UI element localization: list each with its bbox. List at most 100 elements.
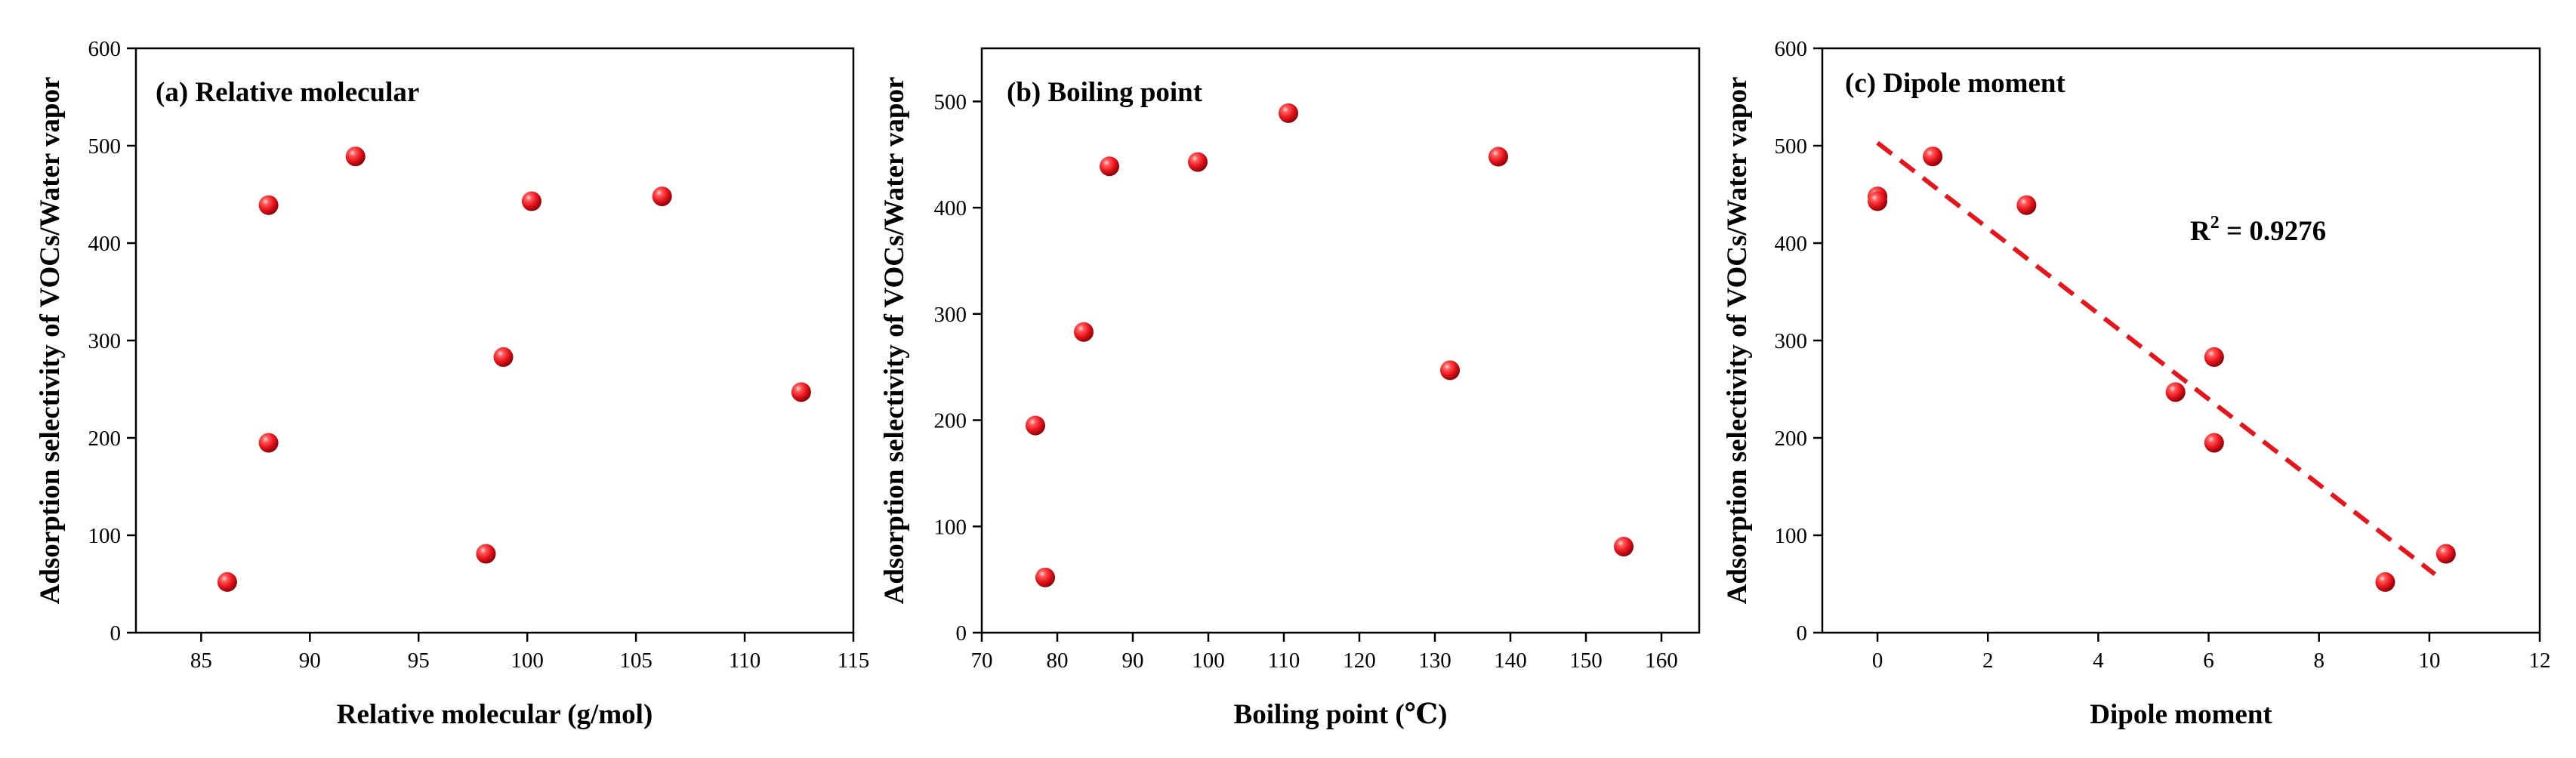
y-tick-label: 100 bbox=[934, 515, 967, 539]
x-tick-label: 150 bbox=[1569, 649, 1603, 673]
data-point bbox=[2375, 572, 2396, 592]
data-point bbox=[1489, 146, 1508, 167]
y-tick-label: 500 bbox=[934, 90, 967, 114]
y-tick-label: 600 bbox=[88, 37, 122, 61]
y-tick-label: 0 bbox=[110, 621, 122, 646]
x-tick-label: 110 bbox=[729, 649, 760, 673]
panel-b-axis-y: 0 100 200 300 400 500 bbox=[934, 90, 982, 646]
x-tick-label: 70 bbox=[971, 649, 993, 673]
panel-a: 85 90 95 100 105 110 115 0 100 200 300 400 500 600 (… bbox=[35, 37, 869, 730]
x-tick-label: 160 bbox=[1645, 649, 1678, 673]
data-point bbox=[1035, 567, 1055, 587]
panel-c-axis-y: 0 100 200 300 400 500 600 bbox=[1775, 37, 1822, 646]
panel-c-title: (c) Dipole moment bbox=[1845, 68, 2065, 99]
panel-b-title: (b) Boiling point bbox=[1007, 77, 1203, 108]
data-point bbox=[1923, 146, 1943, 167]
x-tick-label: 130 bbox=[1418, 649, 1452, 673]
x-tick-label: 2 bbox=[1982, 649, 1994, 673]
y-tick-label: 500 bbox=[88, 134, 122, 159]
panel-c-r2-sup: 2 bbox=[2210, 213, 2220, 233]
panel-b-axis-x: 70 80 90 100 110 120 130 140 150 160 bbox=[971, 633, 1678, 673]
y-tick-label: 500 bbox=[1775, 134, 1808, 159]
y-tick-label: 0 bbox=[956, 621, 967, 646]
panel-b: 70 80 90 100 110 120 130 140 150 160 0 100 200 300 40… bbox=[879, 47, 1701, 730]
y-tick-label: 100 bbox=[1775, 524, 1808, 548]
data-point bbox=[1279, 103, 1298, 123]
x-tick-label: 120 bbox=[1343, 649, 1376, 673]
y-tick-label: 100 bbox=[88, 524, 122, 548]
y-tick-label: 0 bbox=[1797, 621, 1808, 646]
panel-a-xlabel: Relative molecular (g/mol) bbox=[337, 699, 653, 730]
data-point bbox=[2165, 382, 2186, 402]
panel-c-r2-rest: = 0.9276 bbox=[2220, 216, 2326, 247]
x-tick-label: 10 bbox=[2418, 649, 2440, 673]
panel-b-xlabel: Boiling point (℃) bbox=[1234, 699, 1448, 730]
y-tick-label: 200 bbox=[88, 427, 122, 451]
panel-c-xlabel: Dipole moment bbox=[2090, 699, 2272, 730]
data-point bbox=[1026, 415, 1045, 436]
panel-b-ylabel: Adsorption selectivity of VOCs/Water vap… bbox=[879, 77, 910, 605]
x-tick-label: 0 bbox=[1872, 649, 1883, 673]
x-tick-label: 115 bbox=[838, 649, 869, 673]
panel-a-points bbox=[217, 146, 811, 592]
x-tick-label: 12 bbox=[2529, 649, 2551, 673]
x-tick-label: 105 bbox=[619, 649, 652, 673]
y-tick-label: 200 bbox=[934, 409, 967, 433]
y-tick-label: 300 bbox=[88, 329, 122, 353]
panel-b-frame bbox=[980, 47, 1701, 634]
y-tick-label: 400 bbox=[934, 196, 967, 220]
panel-b-points bbox=[1026, 103, 1634, 587]
data-point bbox=[1074, 322, 1094, 342]
panel-c-r2-main: R bbox=[2190, 216, 2211, 247]
panel-c-fit-line bbox=[1876, 140, 2436, 576]
data-point bbox=[493, 347, 514, 367]
data-point bbox=[1614, 537, 1634, 557]
y-tick-label: 600 bbox=[1775, 37, 1808, 61]
panel-a-frame bbox=[134, 47, 855, 634]
data-point bbox=[258, 195, 279, 215]
data-point bbox=[1440, 360, 1460, 381]
data-point bbox=[217, 572, 237, 592]
data-point bbox=[2436, 544, 2456, 564]
data-point bbox=[2204, 347, 2224, 367]
x-tick-label: 8 bbox=[2313, 649, 2325, 673]
x-tick-label: 110 bbox=[1268, 649, 1300, 673]
x-tick-label: 6 bbox=[2203, 649, 2214, 673]
panel-c-frame bbox=[1821, 47, 2541, 634]
panel-a-axis-x: 85 90 95 100 105 110 115 bbox=[190, 633, 869, 673]
y-tick-label: 400 bbox=[88, 232, 122, 256]
panel-a-axis-y: 0 100 200 300 400 500 600 bbox=[88, 37, 136, 646]
x-tick-label: 4 bbox=[2093, 649, 2104, 673]
panel-a-title: (a) Relative molecular bbox=[156, 77, 419, 108]
x-tick-label: 100 bbox=[511, 649, 544, 673]
x-tick-label: 90 bbox=[299, 649, 321, 673]
x-tick-label: 100 bbox=[1192, 649, 1225, 673]
data-point bbox=[652, 186, 672, 207]
panel-c-axis-x: 0 2 4 6 8 10 12 bbox=[1872, 633, 2551, 673]
panel-c: 0 2 4 6 8 10 12 0 100 200 300 400 500 600 (c) Dipole… bbox=[1722, 37, 2551, 730]
data-point bbox=[258, 433, 279, 453]
data-point bbox=[1868, 191, 1888, 211]
panel-a-ylabel: Adsorption selectivity of VOCs/Water vap… bbox=[35, 77, 66, 605]
x-tick-label: 80 bbox=[1047, 649, 1069, 673]
data-point bbox=[476, 544, 496, 564]
y-tick-label: 300 bbox=[1775, 329, 1808, 353]
x-tick-label: 85 bbox=[190, 649, 212, 673]
data-point bbox=[1100, 156, 1119, 177]
data-point bbox=[791, 382, 811, 402]
data-point bbox=[345, 146, 366, 167]
y-tick-label: 300 bbox=[934, 303, 967, 327]
data-point bbox=[1188, 152, 1208, 172]
data-point bbox=[2016, 195, 2037, 215]
panel-c-points bbox=[1868, 146, 2456, 592]
panel-c-ylabel: Adsorption selectivity of VOCs/Water vap… bbox=[1722, 77, 1753, 605]
data-point bbox=[521, 191, 541, 211]
x-tick-label: 140 bbox=[1494, 649, 1527, 673]
panel-c-r2-annotation: R2 = 0.9276 bbox=[2190, 213, 2326, 247]
y-tick-label: 200 bbox=[1775, 427, 1808, 451]
data-point bbox=[2204, 433, 2224, 453]
x-tick-label: 90 bbox=[1122, 649, 1144, 673]
x-tick-label: 95 bbox=[408, 649, 430, 673]
y-tick-label: 400 bbox=[1775, 232, 1808, 256]
